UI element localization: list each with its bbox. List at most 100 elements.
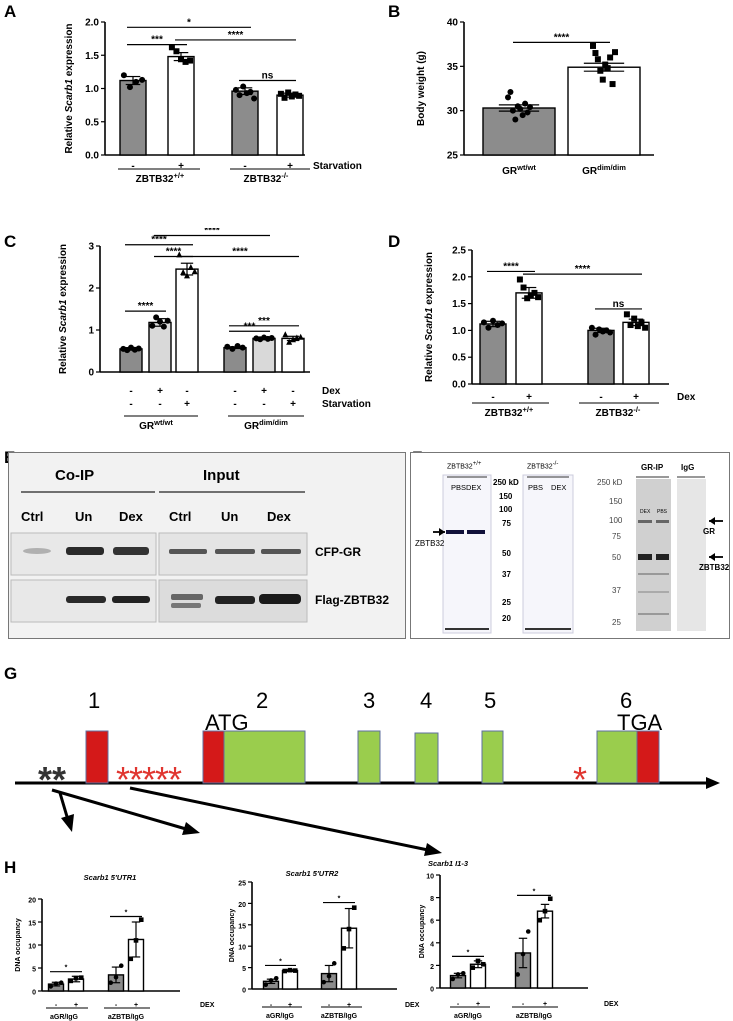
chart-b: 25 30 35 40 Body weight (g) **** GRwt/wt GRdim/…	[416, 18, 654, 177]
y-tick-label: 30	[447, 106, 459, 117]
arrow-label-zbtb32-right: ZBTB32	[699, 563, 730, 572]
group-label: aZBTB/IgG	[321, 1013, 358, 1020]
data-point	[535, 294, 542, 301]
data-point	[187, 264, 194, 270]
panel-letter-g: G	[4, 664, 18, 683]
y-tick-label: 4	[430, 941, 434, 948]
data-point	[297, 333, 304, 340]
data-point	[450, 976, 456, 982]
data-point	[157, 318, 163, 325]
y-tick-label: 1.5	[85, 51, 99, 62]
condition-row-label: DEX	[200, 1002, 215, 1009]
data-point	[128, 956, 134, 962]
condition-mark: -	[522, 1001, 525, 1008]
y-tick-label: 25	[447, 151, 459, 162]
data-point	[351, 905, 357, 910]
ladder-label: 100	[499, 505, 513, 514]
input-section-label: Input	[203, 467, 240, 484]
condition-mark: +	[526, 392, 532, 403]
y-axis-label: Relative Scarb1 expression	[58, 244, 69, 374]
y-tick-label: 2.0	[85, 18, 99, 29]
igg-header: IgG	[681, 463, 695, 472]
ladder-label: 150	[499, 492, 513, 501]
y-tick-label: 2.5	[452, 246, 466, 257]
y-tick-label: 10	[28, 944, 36, 951]
data-point	[68, 978, 74, 984]
data-point	[520, 284, 527, 291]
right-lane-label: DEX	[640, 509, 651, 515]
data-point	[326, 973, 332, 979]
data-point	[173, 48, 180, 55]
data-point	[120, 72, 127, 79]
significance-label: ****	[151, 235, 167, 246]
group-label: ZBTB32+/+	[136, 171, 185, 185]
data-point	[609, 81, 616, 88]
data-point	[547, 896, 553, 902]
y-tick-label: 15	[238, 923, 246, 930]
ladder2-label: 75	[612, 532, 621, 541]
data-point	[78, 975, 84, 980]
y-tick-label: 25	[238, 881, 246, 888]
data-point	[287, 967, 293, 973]
significance-label: ****	[575, 264, 591, 275]
data-point	[251, 95, 258, 102]
data-point	[285, 89, 292, 96]
coip-section-label: Co-IP	[55, 467, 95, 484]
significance-label: ****	[166, 247, 182, 258]
condition-mark: -	[185, 386, 188, 397]
condition-mark: +	[347, 1002, 351, 1009]
data-point	[599, 76, 606, 83]
y-tick-label: 0.5	[85, 117, 99, 128]
data-point	[321, 979, 327, 985]
significance-label: *	[338, 896, 341, 903]
data-point	[507, 89, 514, 96]
y-tick-label: 40	[447, 18, 459, 29]
ladder2-label: 150	[609, 497, 623, 506]
condition-mark: +	[633, 392, 639, 403]
ladder-label: 37	[502, 570, 511, 579]
data-point	[187, 57, 194, 64]
data-point	[524, 295, 531, 302]
data-point	[268, 334, 275, 341]
data-point	[133, 938, 139, 943]
condition-mark: -	[291, 386, 294, 397]
bar	[536, 910, 554, 989]
condition-mark: -	[158, 399, 161, 410]
y-axis-label: Relative Scarb1 expression	[424, 252, 435, 382]
atg-label: ATG	[205, 710, 249, 735]
data-point	[519, 112, 526, 119]
data-point	[58, 980, 64, 986]
ladder2-label: 100	[609, 516, 623, 525]
band-label-cfp-gr: CFP-GR	[315, 545, 361, 559]
right-lane-label: PBS	[657, 509, 668, 515]
data-point	[277, 90, 284, 97]
y-axis-label: DNA occupancy	[419, 905, 426, 959]
data-point	[631, 315, 638, 322]
y-tick-label: 0.0	[85, 151, 99, 162]
bar	[276, 94, 304, 156]
panel-letter-c: C	[4, 232, 17, 251]
bar	[281, 969, 299, 990]
bar	[148, 321, 172, 373]
ladder2-label: 37	[612, 586, 621, 595]
chart-h3: 0 2 4 6 8 10 DNA occupancy Scarb1 I1-3 * * - + - + DEX…	[419, 859, 619, 1020]
y-tick-label: 6	[430, 919, 434, 926]
data-point	[135, 345, 142, 352]
ladder2-label: 50	[612, 553, 621, 562]
condition-mark: +	[290, 399, 296, 410]
y-tick-label: 2	[430, 964, 434, 971]
arrow-label-gr: GR	[703, 527, 715, 536]
group-label: ZBTB32-/-	[244, 171, 289, 185]
data-point	[480, 961, 486, 967]
condition-mark: +	[288, 1002, 292, 1009]
significance-label: *	[467, 949, 470, 956]
bar	[119, 348, 143, 373]
ladder2-label: 25	[612, 618, 621, 627]
data-point	[494, 322, 501, 329]
data-point	[597, 67, 604, 74]
bar	[252, 337, 276, 373]
significance-label: ****	[228, 30, 244, 41]
y-axis-label: DNA occupancy	[15, 918, 22, 972]
exon-label: 2	[256, 688, 269, 713]
y-tick-label: 0	[242, 988, 246, 995]
